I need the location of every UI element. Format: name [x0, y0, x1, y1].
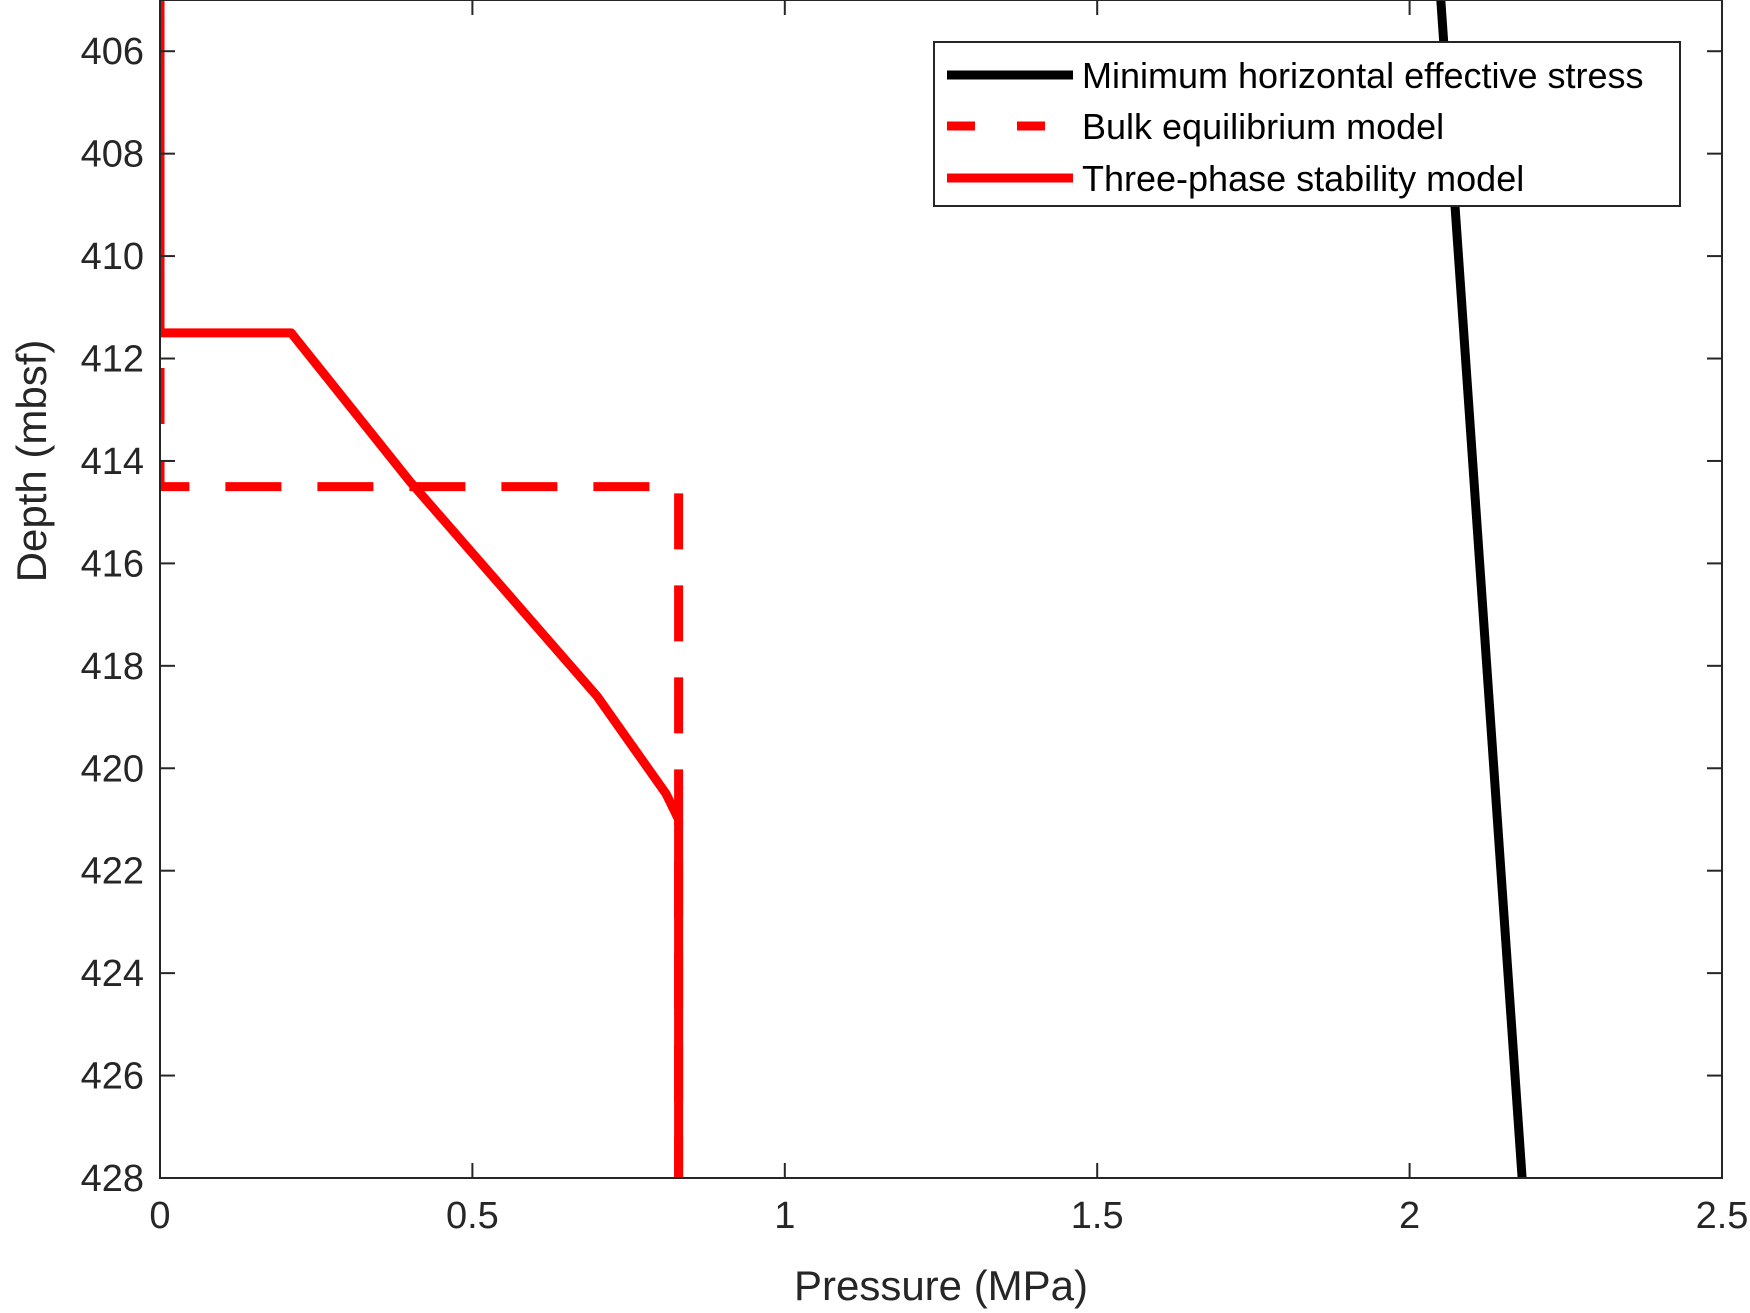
x-tick-label: 2: [1399, 1195, 1420, 1237]
y-tick-label: 418: [81, 646, 144, 688]
legend-label: Minimum horizontal effective stress: [1082, 55, 1644, 96]
y-tick-label: 426: [81, 1056, 144, 1098]
x-tick-label: 0.5: [446, 1195, 499, 1237]
series-line-3: [160, 0, 684, 1178]
x-tick-label: 1: [774, 1195, 795, 1237]
y-tick-label: 410: [81, 236, 144, 278]
y-tick-label: 422: [81, 851, 144, 893]
axes: 0 0.5 1 1.5 2 2.5 406 408 410 412 414 416 418 420 422 4…: [81, 0, 1749, 1237]
y-tick-label: 412: [81, 339, 144, 381]
x-tick-label: 0: [149, 1195, 170, 1237]
axes-box: [159, 0, 1723, 1179]
legend: Minimum horizontal effective stress Bulk …: [933, 41, 1681, 207]
legend-label: Bulk equilibrium model: [1082, 106, 1444, 147]
series-line-2: [160, 0, 684, 1178]
y-tick-label: 416: [81, 543, 144, 585]
y-tick-label: 428: [81, 1158, 144, 1200]
y-tick-label: 408: [81, 134, 144, 176]
x-tick-label: 2.5: [1696, 1195, 1749, 1237]
y-tick-label: 406: [81, 31, 144, 73]
y-tick-label: 420: [81, 748, 144, 790]
x-tick-label: 1.5: [1071, 1195, 1124, 1237]
x-axis-label: Pressure (MPa): [794, 1262, 1088, 1309]
y-tick-label: 414: [81, 441, 144, 483]
legend-label: Three-phase stability model: [1082, 158, 1524, 199]
y-tick-label: 424: [81, 953, 144, 995]
y-axis-label: Depth (mbsf): [8, 340, 55, 583]
